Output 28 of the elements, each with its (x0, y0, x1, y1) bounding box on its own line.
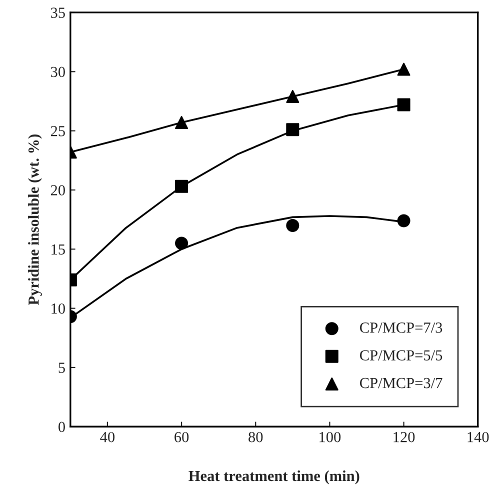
point (286, 90, 300, 103)
x-tick-label: 140 (468, 432, 489, 442)
point (397, 62, 410, 76)
x-tick-label: 120 (394, 432, 415, 442)
point (175, 116, 188, 130)
x-tick-label: 40 (100, 432, 115, 442)
legend-label: CP/MCP=3/7 (360, 378, 442, 388)
point (397, 214, 410, 228)
x-tick-label: 60 (174, 432, 189, 442)
x-tick-label: 80 (248, 432, 263, 442)
legend-label: CP/MCP=5/5 (360, 350, 442, 360)
y-tick-label: 35 (51, 8, 65, 18)
y-tick-label: 15 (52, 244, 65, 255)
point (397, 98, 410, 112)
y-tick-label: 20 (50, 185, 65, 196)
point (175, 236, 188, 250)
point (286, 123, 300, 136)
x-axis-title: Heat treatment time (min) (188, 470, 360, 484)
y-tick-label: 25 (50, 126, 65, 136)
x-tick-label: 100 (320, 432, 341, 442)
y-tick-label: 5 (58, 362, 65, 373)
y-tick-label: 30 (51, 66, 65, 78)
y-tick-label: 0 (58, 422, 65, 432)
legend-label: CP/MCP=7/3 (360, 322, 442, 333)
point (175, 180, 188, 193)
y-axis-title: Pyridine insoluble (wt. %) (28, 134, 42, 306)
y-tick-label: 10 (52, 303, 65, 314)
point (286, 218, 300, 232)
